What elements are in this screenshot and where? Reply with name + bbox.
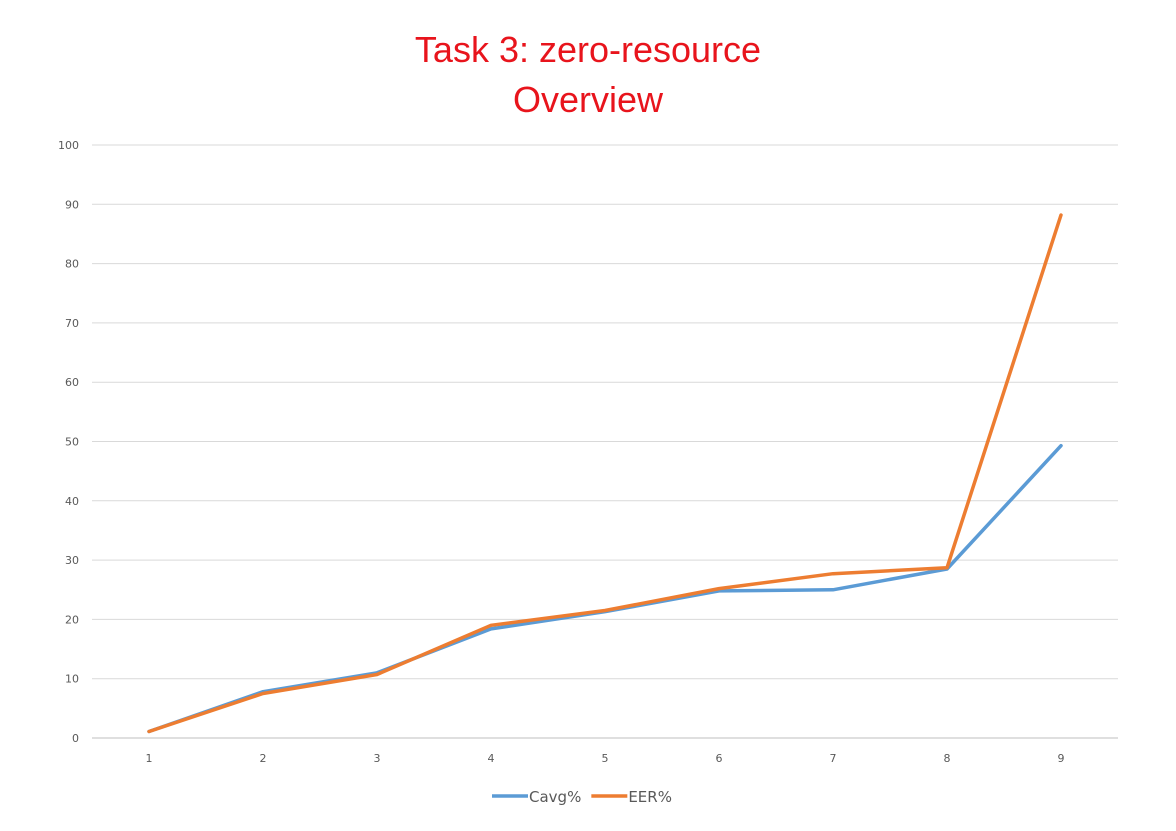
- y-tick-label: 60: [65, 376, 79, 389]
- y-tick-label: 30: [65, 554, 79, 567]
- x-tick-label: 7: [830, 752, 837, 765]
- y-tick-label: 20: [65, 613, 79, 626]
- y-tick-label: 80: [65, 258, 79, 271]
- legend-label-2: EER%: [628, 788, 672, 806]
- x-tick-label: 1: [146, 752, 153, 765]
- chart-title-line-2: Overview: [512, 79, 664, 120]
- x-tick-label: 3: [374, 752, 381, 765]
- gridlines: [92, 144, 1118, 739]
- y-tick-label: 100: [58, 139, 79, 152]
- y-tick-label: 10: [65, 673, 79, 686]
- x-tick-label: 9: [1058, 752, 1065, 765]
- x-tick-label: 8: [944, 752, 951, 765]
- chart-title-line-1: Task 3: zero-resource: [414, 29, 762, 70]
- x-tick-label: 5: [602, 752, 609, 765]
- series-lines: [147, 213, 1063, 734]
- x-tick-label: 6: [716, 752, 723, 765]
- y-tick-label: 0: [72, 732, 79, 745]
- y-tick-label: 70: [65, 317, 79, 330]
- y-tick-label: 50: [65, 436, 79, 449]
- legend: Cavg% EER%: [492, 788, 672, 806]
- legend-label-1: Cavg%: [529, 788, 581, 806]
- series-line-2: [147, 213, 1063, 734]
- y-tick-label: 40: [65, 495, 79, 508]
- x-axis-ticks: 1 2 3 4 5 6 7 8 9: [146, 752, 1065, 765]
- y-axis-ticks: 0 10 20 30 40 50 60 70 80 90 100: [58, 139, 79, 745]
- x-tick-label: 4: [488, 752, 495, 765]
- x-tick-label: 2: [260, 752, 267, 765]
- y-tick-label: 90: [65, 198, 79, 211]
